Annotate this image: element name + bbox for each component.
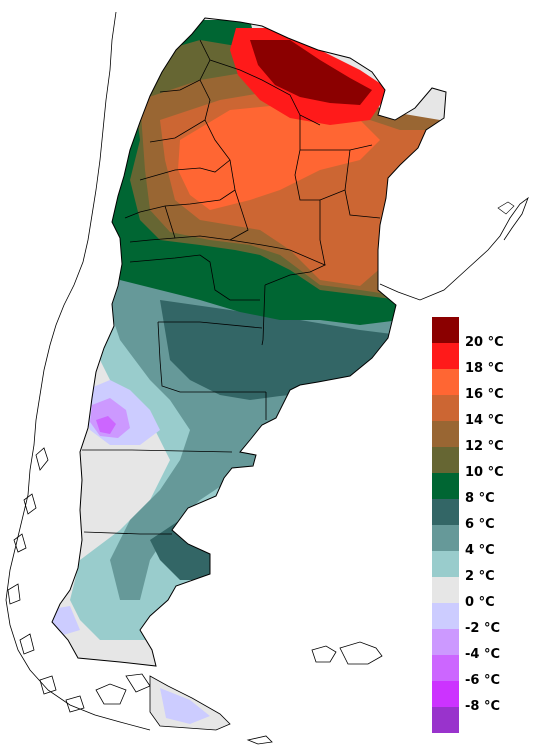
legend-label: -6 °C xyxy=(465,673,501,688)
isla-de-los-estados xyxy=(246,735,273,745)
legend-label: -4 °C xyxy=(465,647,501,662)
legend-swatch xyxy=(432,421,459,447)
legend-swatch xyxy=(432,655,459,681)
legend-label: 0 °C xyxy=(465,595,495,610)
legend-swatch xyxy=(432,629,459,655)
legend-label: -8 °C xyxy=(465,699,501,714)
tierra-del-fuego xyxy=(150,676,230,730)
lake-ne xyxy=(497,201,515,215)
legend-label: 18 °C xyxy=(465,361,504,376)
province-borders xyxy=(82,39,381,535)
legend-label: 2 °C xyxy=(465,569,495,584)
islas-malvinas xyxy=(311,641,383,665)
legend-swatch xyxy=(432,447,459,473)
legend-swatch xyxy=(432,603,459,629)
legend-swatch xyxy=(432,707,459,733)
chile-coastline xyxy=(5,11,151,731)
legend-label: 16 °C xyxy=(465,387,504,402)
tierra-del-fuego-outline xyxy=(149,675,231,731)
legend-label: 14 °C xyxy=(465,413,504,428)
uruguay-coastline xyxy=(379,196,529,301)
legend-label: 4 °C xyxy=(465,543,495,558)
legend-label: 12 °C xyxy=(465,439,504,454)
legend-swatch xyxy=(432,473,459,499)
legend-label: 20 °C xyxy=(465,335,504,350)
legend-swatch xyxy=(432,499,459,525)
legend-swatch xyxy=(432,551,459,577)
legend-swatch xyxy=(432,343,459,369)
legend-swatch xyxy=(432,317,459,343)
argentina-outline xyxy=(51,17,447,667)
legend-swatch xyxy=(432,395,459,421)
legend-swatch xyxy=(432,369,459,395)
legend-swatch xyxy=(432,525,459,551)
legend-label: 8 °C xyxy=(465,491,495,506)
legend-swatch xyxy=(432,577,459,603)
legend-label: -2 °C xyxy=(465,621,501,636)
legend-label: 6 °C xyxy=(465,517,495,532)
legend-swatch xyxy=(432,681,459,707)
legend-label: 10 °C xyxy=(465,465,504,480)
